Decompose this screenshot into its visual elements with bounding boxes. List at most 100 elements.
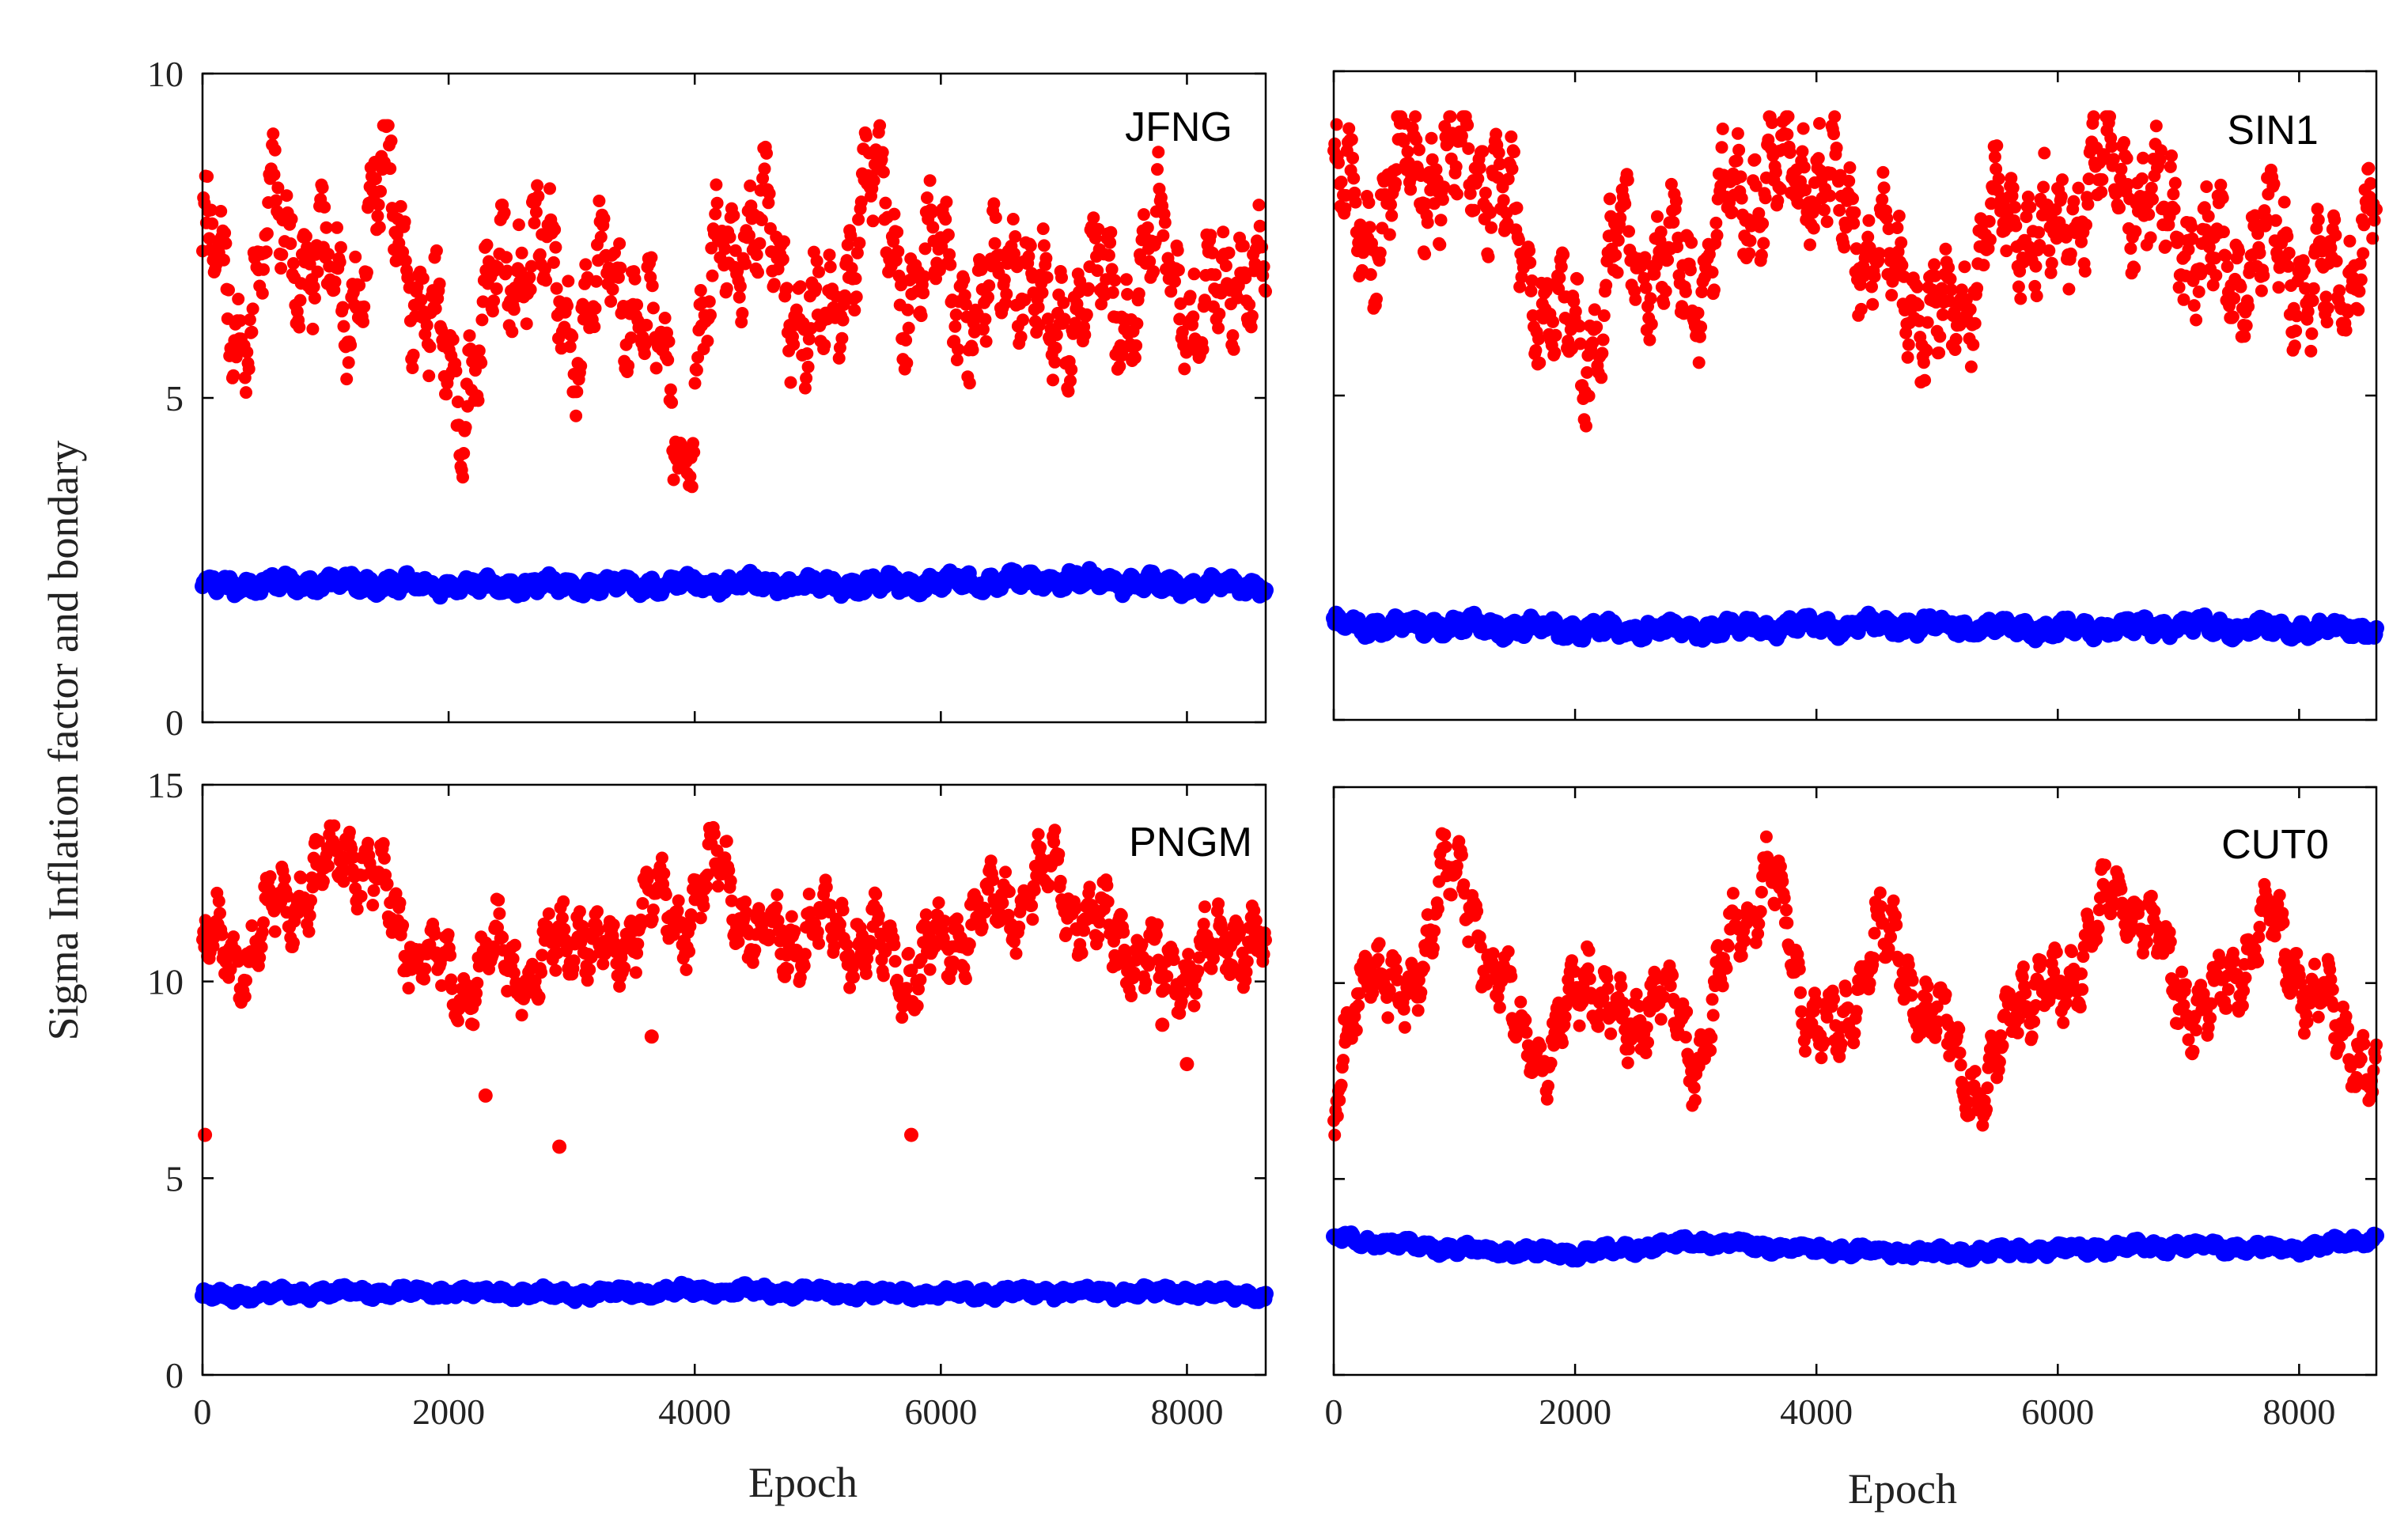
- data-point: [1983, 233, 1997, 246]
- data-point: [744, 179, 757, 192]
- series-boundary: [195, 561, 1274, 605]
- data-point: [2307, 282, 2320, 295]
- data-point: [1523, 244, 1536, 257]
- data-point: [763, 187, 776, 200]
- data-point: [665, 396, 679, 409]
- data-point: [756, 172, 770, 185]
- data-point: [1783, 146, 1797, 159]
- data-point: [1018, 293, 1032, 307]
- data-point: [720, 282, 733, 295]
- data-point: [2167, 187, 2180, 201]
- data-point: [260, 227, 274, 240]
- data-point: [381, 119, 395, 132]
- data-point: [1047, 373, 1059, 387]
- data-point: [706, 269, 719, 282]
- data-point: [2024, 200, 2037, 214]
- data-point: [710, 178, 723, 191]
- data-point: [640, 319, 653, 331]
- data-point: [704, 309, 717, 322]
- data-point: [256, 286, 269, 300]
- data-point: [1401, 145, 1414, 158]
- data-point: [1130, 317, 1144, 331]
- data-point: [2242, 300, 2255, 313]
- data-point: [287, 936, 300, 949]
- data-point: [1629, 293, 1642, 306]
- data-point: [349, 250, 362, 263]
- data-point: [1217, 225, 1230, 239]
- data-point: [415, 293, 428, 307]
- data-point: [727, 209, 740, 222]
- data-point: [859, 967, 873, 980]
- data-point: [331, 221, 343, 234]
- data-point: [1077, 924, 1091, 937]
- data-point: [1685, 236, 1698, 249]
- data-point: [302, 925, 316, 938]
- data-point: [1047, 835, 1061, 849]
- data-point: [818, 339, 831, 352]
- data-point: [1105, 263, 1119, 276]
- data-point: [1212, 321, 1225, 335]
- data-point: [1548, 346, 1562, 359]
- data-point: [268, 143, 282, 157]
- data-point: [1183, 290, 1197, 303]
- data-point: [372, 198, 385, 211]
- data-point: [406, 362, 419, 374]
- data-point: [515, 246, 528, 259]
- data-point: [1168, 275, 1181, 288]
- data-point: [407, 348, 420, 362]
- data-point: [2009, 219, 2023, 233]
- data-point: [471, 394, 485, 407]
- data-point: [343, 825, 356, 839]
- data-point: [917, 286, 930, 300]
- data-point: [305, 894, 317, 907]
- data-point: [381, 877, 394, 891]
- data-point: [1659, 285, 1672, 298]
- data-point: [1390, 163, 1403, 176]
- data-point: [2328, 213, 2342, 226]
- data-point: [2257, 269, 2270, 282]
- data-point: [966, 343, 979, 357]
- data-point: [2362, 161, 2376, 175]
- data-point: [1755, 248, 1768, 262]
- data-point: [798, 381, 812, 395]
- data-point: [1083, 880, 1096, 894]
- data-point: [1226, 329, 1240, 343]
- data-point: [1748, 153, 1762, 166]
- data-point: [1877, 181, 1891, 195]
- data-point: [337, 320, 350, 333]
- data-point: [374, 184, 387, 198]
- data-point: [1813, 117, 1826, 130]
- data-point: [532, 990, 546, 1004]
- data-point: [475, 313, 489, 327]
- data-point: [1036, 286, 1049, 299]
- data-point: [1921, 316, 1934, 329]
- data-point: [1404, 183, 1418, 196]
- data-point: [1899, 326, 1913, 339]
- data-point: [1104, 225, 1118, 239]
- data-point: [1397, 134, 1410, 148]
- data-point: [1731, 127, 1744, 140]
- data-point: [384, 134, 398, 147]
- data-point: [1032, 319, 1046, 332]
- series-inflation-factor: [1327, 110, 2383, 433]
- data-point: [770, 888, 784, 902]
- data-point: [902, 947, 915, 960]
- data-point: [396, 918, 410, 932]
- data-point: [950, 912, 964, 926]
- data-point: [989, 211, 1002, 224]
- data-point: [1683, 263, 1697, 277]
- data-point: [850, 290, 863, 304]
- data-point: [480, 238, 494, 252]
- data-point: [1425, 131, 1438, 145]
- data-point: [1425, 153, 1439, 166]
- data-point: [433, 277, 446, 290]
- panel-title: JFNG: [1125, 104, 1232, 150]
- data-point: [2014, 292, 2027, 305]
- data-point: [1461, 119, 1475, 132]
- data-point: [1478, 187, 1492, 199]
- data-point: [1706, 266, 1719, 279]
- x-axis-label-right: Epoch: [1848, 1465, 1957, 1513]
- data-point: [2187, 299, 2201, 312]
- data-point: [1409, 110, 1422, 123]
